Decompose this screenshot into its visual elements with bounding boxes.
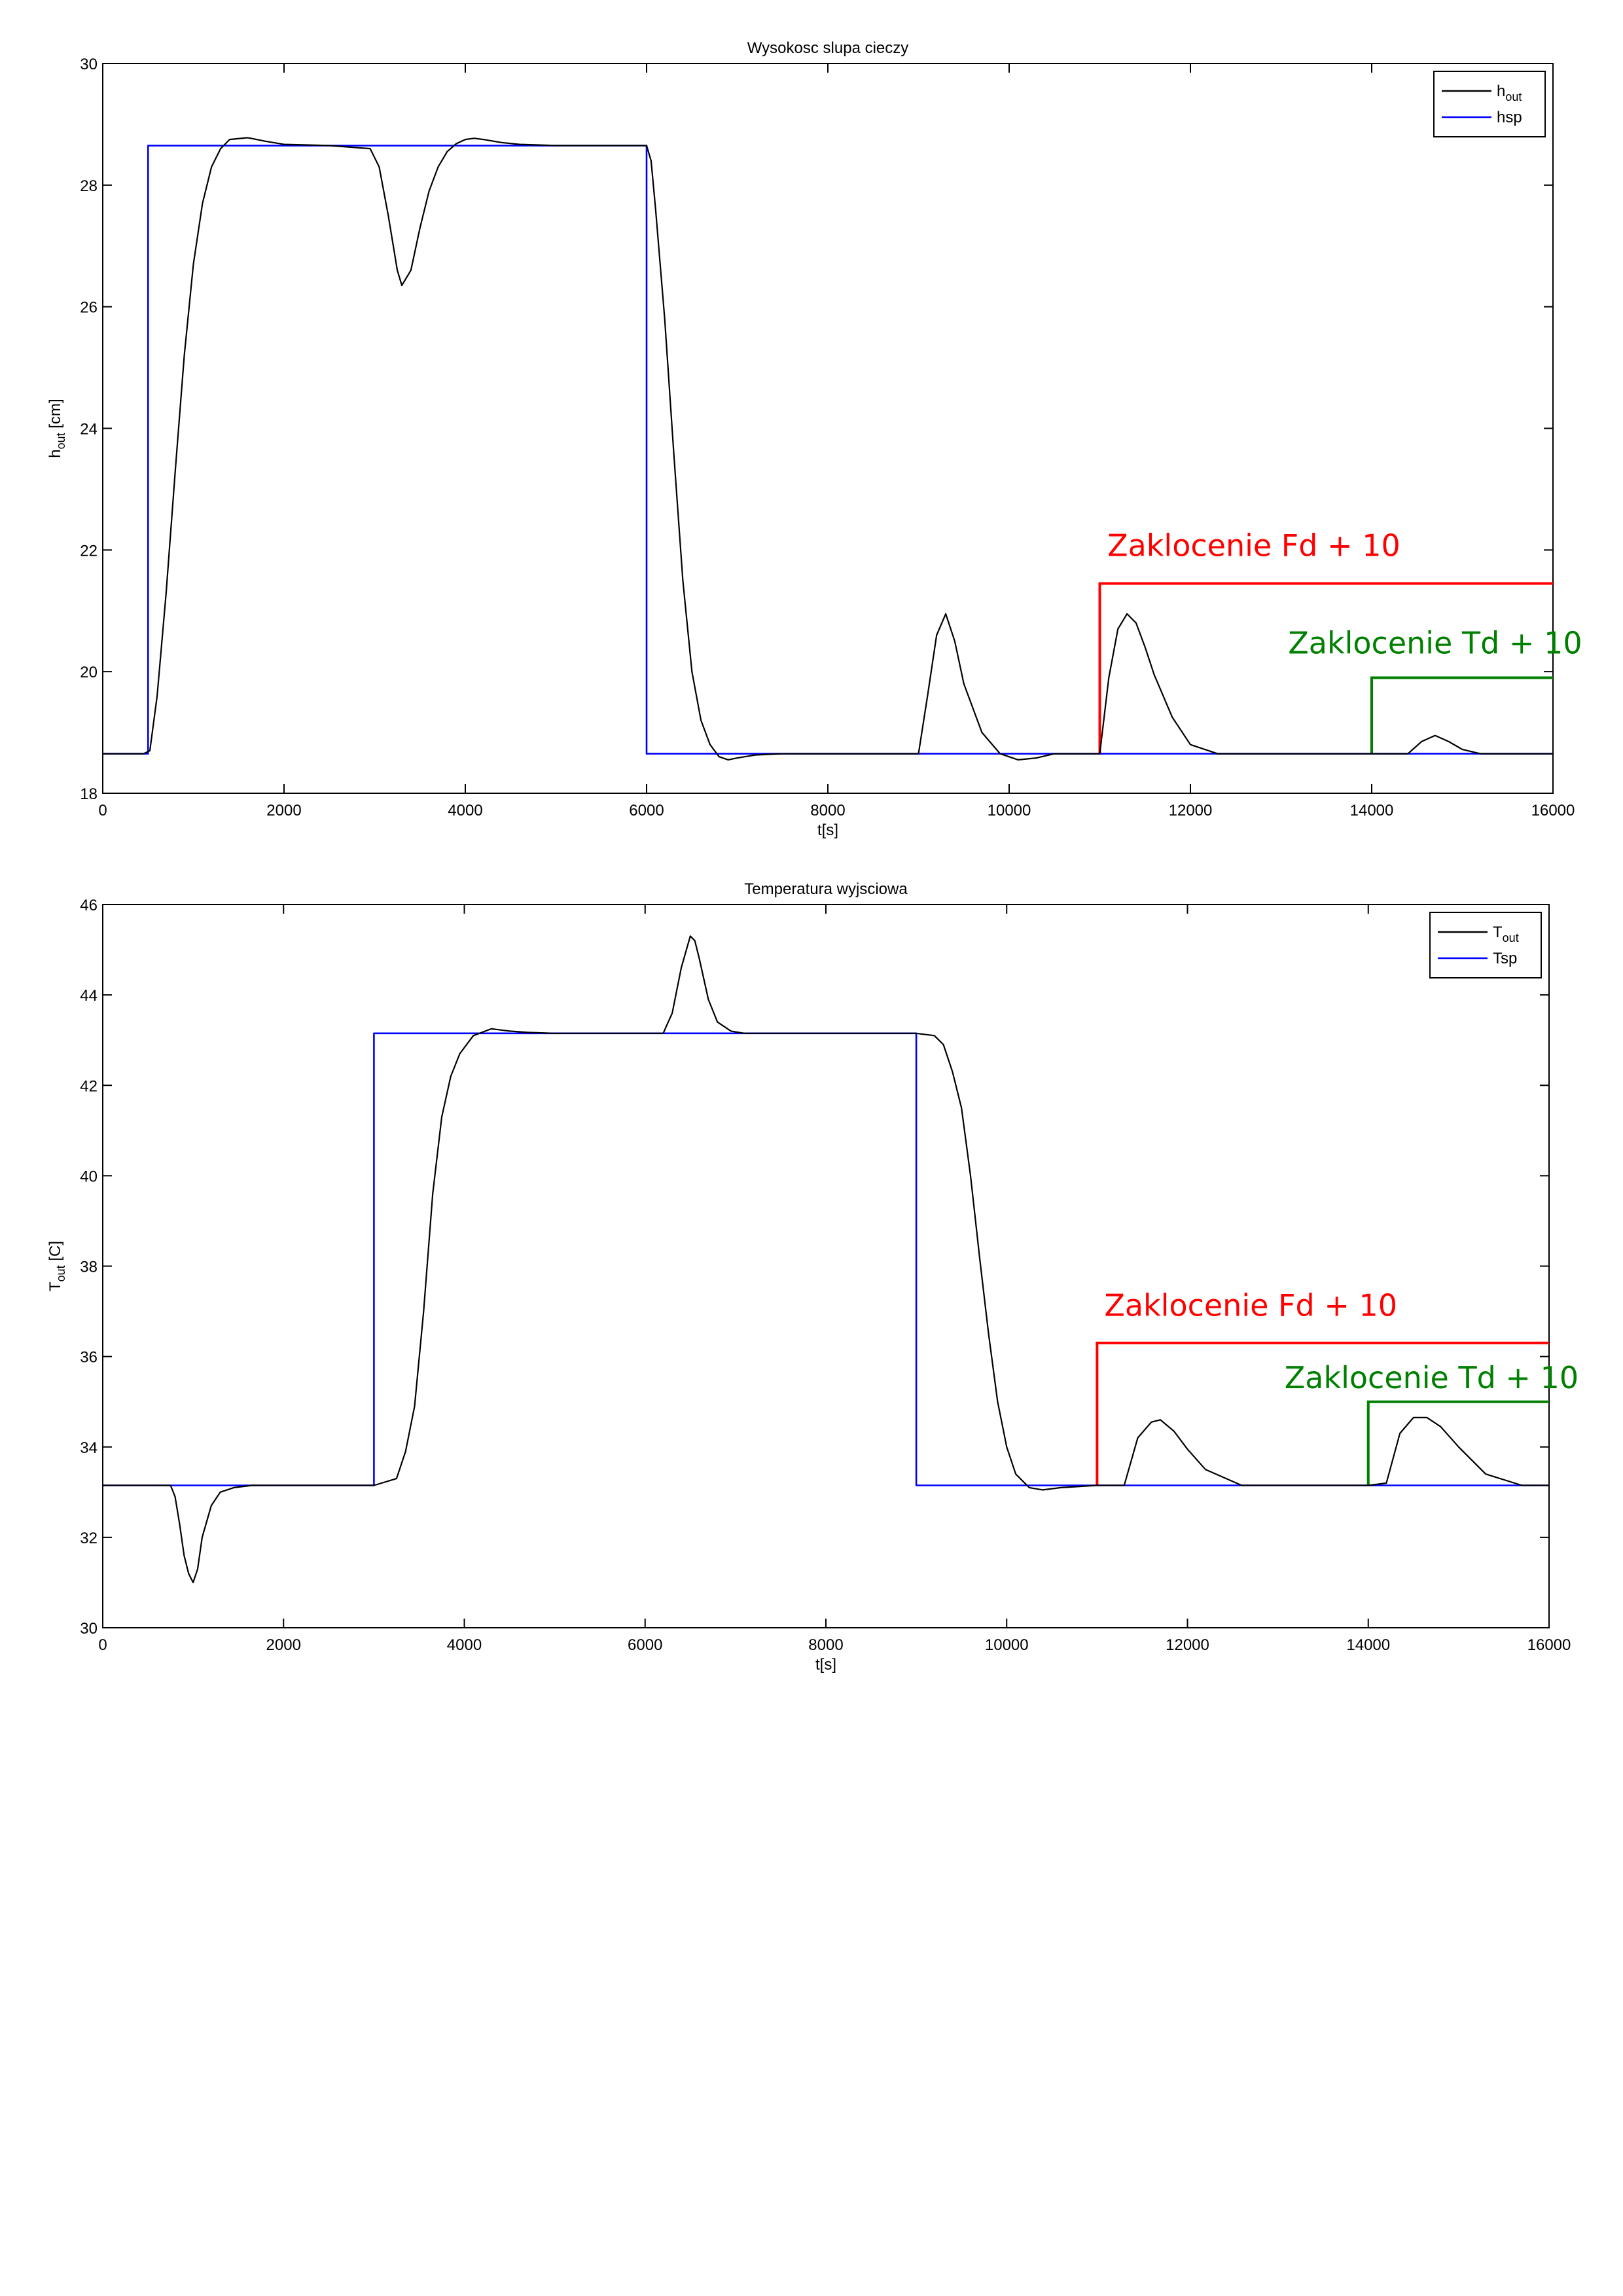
legend-label-subscript: out xyxy=(1503,931,1519,944)
x-axis-label: t[s] xyxy=(815,1656,836,1674)
y-tick-label: 22 xyxy=(80,542,98,560)
y-axis-label-subscript: out xyxy=(54,433,67,449)
x-tick-label: 14000 xyxy=(1350,802,1394,819)
plot-area xyxy=(102,904,1550,1628)
legend-label-base: hsp xyxy=(1497,109,1522,126)
disturbance-td-step-line xyxy=(1370,676,1553,754)
y-tick-label: 30 xyxy=(80,1620,98,1638)
x-tick-label: 8000 xyxy=(808,1636,843,1654)
x-tick-label: 10000 xyxy=(988,802,1031,819)
y-axis-label-unit: [C] xyxy=(46,1241,64,1265)
x-tick-label: 0 xyxy=(98,1636,107,1654)
disturbance-td-label: Zaklocenie Td + 10 xyxy=(1288,625,1582,660)
y-tick-label: 42 xyxy=(80,1077,98,1095)
y-tick-label: 30 xyxy=(80,56,98,73)
y-tick-label: 24 xyxy=(80,421,98,439)
disturbance-fd-step-line xyxy=(1098,582,1553,754)
x-tick-label: 2000 xyxy=(266,802,301,819)
legend: hout hsp xyxy=(1433,71,1546,137)
y-tick-label: 46 xyxy=(80,897,98,914)
x-tick-label: 16000 xyxy=(1531,802,1575,819)
chart-title: Temperatura wyjsciowa xyxy=(744,880,908,898)
x-tick-label: 14000 xyxy=(1346,1636,1390,1654)
x-tick-label: 0 xyxy=(98,802,107,819)
series-line-t-out xyxy=(103,935,1549,1583)
y-tick-label: 38 xyxy=(80,1259,98,1276)
y-axis-label: Tout [C] xyxy=(46,1241,67,1291)
disturbance-fd-label: Zaklocenie Fd + 10 xyxy=(1107,528,1400,564)
y-tick-label: 18 xyxy=(80,785,98,803)
y-tick-label: 36 xyxy=(80,1349,98,1367)
x-tick-label: 8000 xyxy=(810,802,845,819)
chart-liquid-level: 0 2000 4000 6000 8000 10000 12000 14000 16000 18 2… xyxy=(46,39,1582,839)
legend-label-base: Tsp xyxy=(1493,950,1517,967)
x-tick-label: 2000 xyxy=(266,1636,301,1654)
chart-output-temperature: 0 2000 4000 6000 8000 10000 12000 14000 16000 30 3… xyxy=(46,880,1578,1674)
y-tick-label: 20 xyxy=(80,664,98,681)
legend-label-hsp: hsp xyxy=(1497,109,1522,126)
y-tick-label: 26 xyxy=(80,299,98,317)
y-axis-label: hout [cm] xyxy=(46,399,67,457)
y-tick-label: 32 xyxy=(80,1530,98,1547)
x-tick-label: 4000 xyxy=(448,802,482,819)
y-axis-label-unit: [cm] xyxy=(46,399,64,433)
chart-title: Wysokosc slupa cieczy xyxy=(747,39,909,57)
y-tick-label: 28 xyxy=(80,177,98,195)
disturbance-td-label: Zaklocenie Td + 10 xyxy=(1285,1360,1578,1395)
y-tick-label: 40 xyxy=(80,1168,98,1185)
x-tick-label: 16000 xyxy=(1527,1636,1571,1654)
y-axis-label-base: h xyxy=(46,449,64,457)
legend-label-t-out: Tout xyxy=(1493,924,1519,944)
x-axis-label: t[s] xyxy=(817,821,838,839)
legend-label-base: T xyxy=(1493,924,1503,941)
y-axis-label-base: T xyxy=(46,1282,64,1291)
legend-label-h-out: hout xyxy=(1497,82,1522,103)
y-tick-label: 44 xyxy=(80,987,98,1005)
legend-label-subscript: out xyxy=(1505,90,1522,103)
legend-box xyxy=(1429,912,1542,978)
disturbance-td-step-line xyxy=(1366,1400,1549,1486)
y-tick-label: 34 xyxy=(80,1439,98,1457)
legend: Tout Tsp xyxy=(1429,912,1542,978)
y-axis-label-subscript: out xyxy=(54,1265,67,1282)
x-tick-label: 4000 xyxy=(447,1636,482,1654)
legend-box xyxy=(1433,71,1546,137)
series-line-h-out xyxy=(103,137,1553,761)
disturbance-fd-label: Zaklocenie Fd + 10 xyxy=(1104,1287,1397,1323)
disturbance-fd-step-line xyxy=(1096,1341,1549,1486)
plot-area xyxy=(102,63,1554,794)
x-tick-label: 12000 xyxy=(1169,802,1213,819)
legend-label-base: h xyxy=(1497,82,1505,100)
x-tick-label: 12000 xyxy=(1166,1636,1209,1654)
x-tick-label: 6000 xyxy=(629,802,664,819)
x-tick-label: 6000 xyxy=(628,1636,662,1654)
x-tick-label: 10000 xyxy=(985,1636,1029,1654)
legend-label-tsp: Tsp xyxy=(1493,950,1517,967)
